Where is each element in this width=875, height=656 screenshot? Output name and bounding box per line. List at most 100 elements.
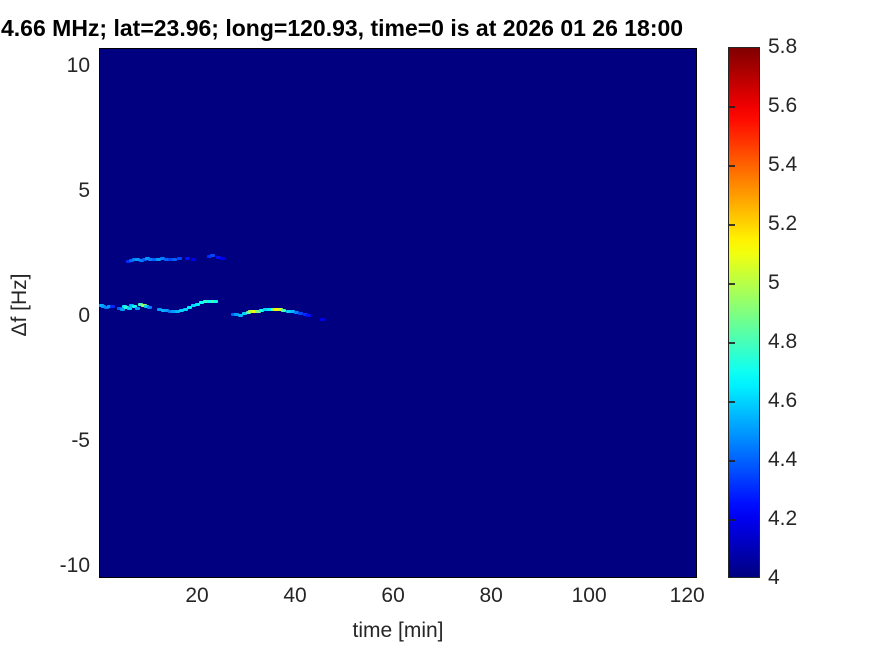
y-tick-label: 0 xyxy=(78,303,90,327)
data-point-main-trace-early xyxy=(164,309,170,313)
colorbar-tick-label: 5.4 xyxy=(768,153,798,176)
data-point-upper-trace xyxy=(206,254,212,258)
data-point-main-trace-early xyxy=(109,305,115,308)
data-point-main-trace-early xyxy=(190,304,196,308)
colorbar-tickmark xyxy=(729,106,735,108)
data-point-main-trace-early xyxy=(167,310,173,313)
colorbar-tick-label: 5.2 xyxy=(768,212,798,235)
y-tick-label: -10 xyxy=(59,553,90,577)
colorbar-tickmark xyxy=(729,401,735,403)
data-point-main-trace-late xyxy=(302,312,308,316)
data-point-main-trace-early xyxy=(202,300,208,303)
data-point-main-trace-early xyxy=(146,306,152,309)
data-point-upper-trace xyxy=(148,257,154,261)
y-tick-label: 5 xyxy=(78,178,90,202)
data-point-main-trace-early xyxy=(106,304,112,308)
data-point-upper-trace xyxy=(164,257,170,261)
data-point-main-trace-early xyxy=(157,307,163,311)
colorbar-tick-label: 4.2 xyxy=(768,507,798,530)
colorbar-tick-label: 4.6 xyxy=(768,389,798,412)
data-point-upper-trace xyxy=(138,258,144,262)
figure-title: 4.66 MHz; lat=23.96; long=120.93, time=0… xyxy=(1,15,684,41)
data-point-upper-trace xyxy=(156,257,162,261)
data-point-main-trace-late xyxy=(289,310,295,313)
data-point-upper-trace xyxy=(216,256,222,259)
colorbar-tick-label: 4 xyxy=(768,566,780,589)
colorbar xyxy=(728,47,760,578)
colorbar-tickmark xyxy=(729,519,735,521)
data-point-main-trace-early xyxy=(132,305,138,308)
x-tick-label: 120 xyxy=(669,584,705,607)
heatmap-plot xyxy=(98,48,697,578)
colorbar-tick-label: 5.8 xyxy=(768,35,798,58)
data-point-main-trace-early xyxy=(182,307,188,311)
data-point-main-trace-early xyxy=(135,306,141,310)
data-point-main-trace-early xyxy=(120,307,126,311)
data-point-main-trace-late xyxy=(298,311,304,315)
data-point-upper-trace xyxy=(168,258,174,261)
data-point-upper-trace xyxy=(135,257,141,261)
data-point-main-trace-late xyxy=(294,311,300,314)
data-point-main-trace-late xyxy=(234,312,240,316)
data-point-main-trace-early xyxy=(126,307,132,310)
data-point-main-trace-early xyxy=(174,309,180,313)
colorbar-tickmark xyxy=(729,283,735,285)
data-point-main-trace-late xyxy=(248,310,255,313)
data-point-main-trace-late xyxy=(245,311,251,314)
data-point-upper-trace xyxy=(176,257,182,260)
data-point-main-trace-early xyxy=(198,301,204,304)
data-point-main-trace-late xyxy=(230,313,236,316)
colorbar-tick-label: 4.8 xyxy=(768,330,798,353)
data-point-main-trace-late xyxy=(251,309,258,313)
data-point-upper-trace xyxy=(145,257,151,260)
colorbar-tick-label: 4.4 xyxy=(768,448,798,471)
y-axis-label: Δf [Hz] xyxy=(8,273,31,337)
x-tick-label: 20 xyxy=(185,584,209,607)
colorbar-tick-label: 5 xyxy=(768,271,780,294)
data-point-main-trace-late xyxy=(285,309,291,313)
data-point-upper-trace xyxy=(141,257,147,261)
colorbar-tick-label: 5.6 xyxy=(768,94,798,117)
data-point-main-trace-early xyxy=(171,310,177,313)
data-point-main-trace-early xyxy=(117,306,123,310)
data-point-main-trace-late xyxy=(259,309,265,312)
data-point-main-trace-late xyxy=(306,313,312,317)
data-point-main-trace-early xyxy=(178,308,184,312)
x-axis-label: time [min] xyxy=(352,619,444,642)
colorbar-tickmark xyxy=(729,460,735,462)
data-point-isolated-speck xyxy=(320,318,326,321)
data-point-main-trace-early xyxy=(206,299,212,303)
data-point-main-trace-early xyxy=(186,306,192,309)
data-point-main-trace-late xyxy=(241,312,247,315)
data-point-main-trace-late xyxy=(255,310,262,313)
data-point-upper-trace xyxy=(172,257,178,261)
colorbar-tickmark xyxy=(729,165,735,167)
y-tick-label: -5 xyxy=(71,428,90,452)
data-point-main-trace-early xyxy=(143,305,149,308)
data-point-main-trace-late xyxy=(281,308,287,312)
data-point-main-trace-late xyxy=(270,308,277,311)
data-point-main-trace-early xyxy=(160,308,166,312)
data-point-upper-trace xyxy=(125,260,131,263)
data-point-upper-trace xyxy=(210,253,216,257)
data-point-upper-trace xyxy=(152,258,158,261)
colorbar-tickmark xyxy=(729,342,735,344)
data-point-main-trace-early xyxy=(213,300,219,303)
data-point-main-trace-early xyxy=(129,304,135,307)
data-point-upper-trace xyxy=(160,257,166,260)
data-point-upper-trace xyxy=(219,256,225,260)
x-tick-label: 40 xyxy=(283,584,307,607)
data-point-main-trace-late xyxy=(263,308,269,311)
y-tick-label: 10 xyxy=(66,53,90,77)
x-tick-label: 100 xyxy=(571,584,607,607)
data-point-main-trace-late xyxy=(277,308,284,311)
data-point-main-trace-early xyxy=(194,302,200,306)
data-point-main-trace-late xyxy=(237,313,243,317)
data-point-main-trace-early xyxy=(103,306,109,309)
data-point-main-trace-late xyxy=(273,307,280,311)
x-tick-label: 60 xyxy=(381,584,405,607)
data-point-main-trace-late xyxy=(266,307,272,311)
x-tick-label: 80 xyxy=(479,584,503,607)
colorbar-tickmark xyxy=(729,224,735,226)
